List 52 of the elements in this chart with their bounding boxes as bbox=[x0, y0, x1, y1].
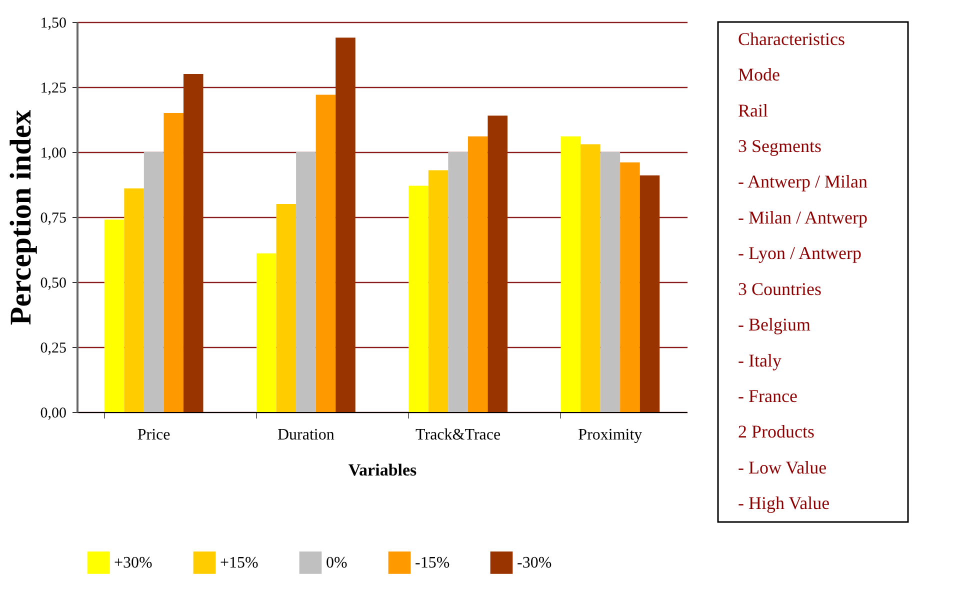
y-tick-label: 0,50 bbox=[40, 276, 66, 292]
legend-label: +30% bbox=[114, 554, 152, 572]
text: - Belgium bbox=[738, 314, 810, 335]
text: - Milan / Antwerp bbox=[738, 207, 868, 228]
text: Rail bbox=[738, 100, 768, 120]
bar bbox=[600, 152, 620, 412]
text: - France bbox=[738, 386, 798, 406]
text: 2 Products bbox=[738, 422, 814, 442]
bar bbox=[640, 175, 660, 412]
text: - Italy bbox=[738, 350, 782, 370]
x-tick-label: Duration bbox=[278, 426, 334, 444]
y-tick-label: 0,25 bbox=[40, 340, 66, 356]
legend-label: -15% bbox=[415, 554, 450, 572]
bar bbox=[316, 94, 336, 412]
bar bbox=[276, 204, 296, 412]
bar bbox=[164, 113, 184, 412]
bar bbox=[428, 170, 448, 412]
y-axis-title: Perception index bbox=[4, 110, 38, 326]
bar bbox=[296, 152, 316, 412]
x-tick-label: Track&Trace bbox=[416, 426, 501, 444]
bar bbox=[560, 136, 581, 412]
y-tick-label: 0,75 bbox=[40, 210, 66, 226]
bar bbox=[336, 38, 356, 412]
bar bbox=[488, 116, 508, 412]
bar bbox=[124, 188, 144, 412]
bar bbox=[580, 144, 600, 412]
legend-label: 0% bbox=[326, 554, 348, 572]
bar bbox=[448, 152, 468, 412]
y-tick-label: 1,00 bbox=[40, 146, 66, 162]
x-axis-title: Variables bbox=[348, 460, 418, 480]
text: 3 Segments bbox=[738, 136, 822, 156]
text: Mode bbox=[738, 64, 780, 85]
bar bbox=[256, 253, 276, 412]
bar bbox=[468, 136, 488, 412]
bar bbox=[408, 186, 428, 412]
bar bbox=[144, 152, 164, 412]
text: - High Value bbox=[738, 493, 830, 514]
text: - Antwerp / Milan bbox=[738, 172, 868, 192]
text: 3 Countries bbox=[738, 278, 822, 299]
bar bbox=[183, 74, 204, 412]
y-tick-label: 1,25 bbox=[40, 80, 66, 96]
bar bbox=[104, 220, 124, 412]
y-tick-label: 1,50 bbox=[40, 16, 66, 32]
x-tick-label: Price bbox=[137, 426, 170, 444]
y-tick-label: 0,00 bbox=[40, 406, 66, 422]
legend-label: -30% bbox=[517, 554, 552, 572]
text: - Low Value bbox=[738, 457, 827, 478]
bar bbox=[620, 162, 640, 412]
text: - Lyon / Antwerp bbox=[738, 243, 862, 264]
x-tick-label: Proximity bbox=[578, 426, 642, 444]
legend-label: +15% bbox=[220, 554, 258, 572]
text: Characteristics bbox=[738, 28, 845, 49]
